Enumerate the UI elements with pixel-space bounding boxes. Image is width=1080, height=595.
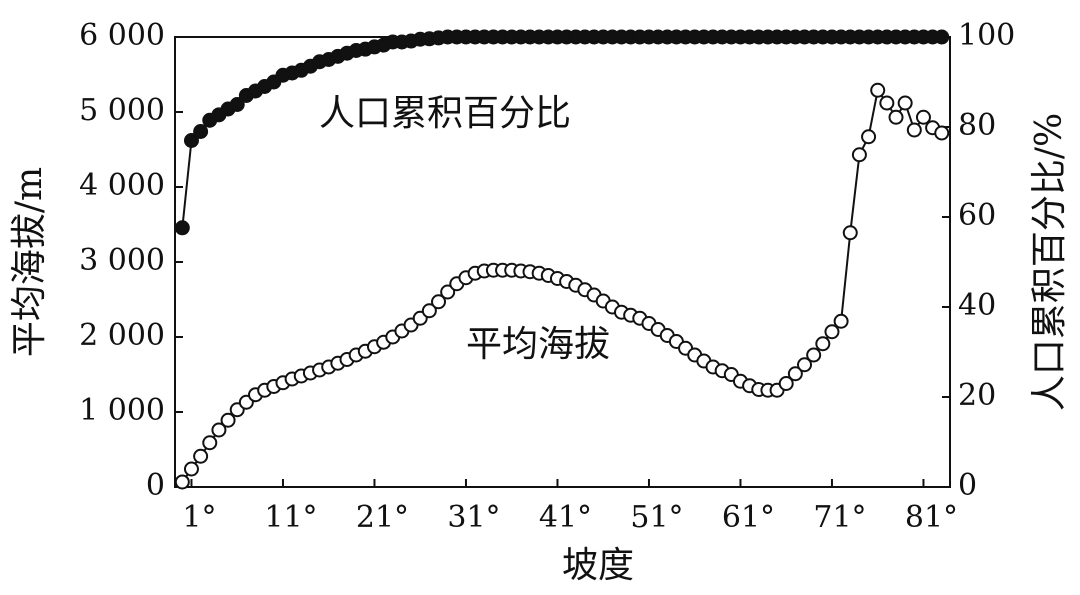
data-point bbox=[824, 324, 840, 340]
data-point bbox=[787, 366, 803, 382]
y2-tick-label: 80 bbox=[958, 108, 996, 143]
x-tick-label: 1° bbox=[182, 500, 216, 535]
data-point bbox=[183, 133, 199, 148]
data-point bbox=[915, 109, 931, 125]
data-point bbox=[934, 29, 950, 45]
data-point bbox=[778, 376, 794, 391]
series-annotation: 人口累积百分比 bbox=[319, 93, 571, 134]
y-tick-label: 3 000 bbox=[79, 243, 165, 278]
y-tick-label: 5 000 bbox=[79, 93, 165, 128]
data-point bbox=[806, 347, 822, 363]
data-point bbox=[431, 294, 447, 310]
y-axis-title: 平均海拔/m bbox=[9, 167, 50, 357]
x-tick-label: 11° bbox=[264, 500, 317, 535]
series-annotation: 平均海拔 bbox=[466, 324, 610, 365]
data-point bbox=[897, 95, 913, 111]
y2-tick-label: 100 bbox=[958, 18, 1015, 53]
data-point bbox=[906, 122, 922, 138]
data-point bbox=[879, 95, 895, 111]
y-tick-label: 2 000 bbox=[79, 318, 165, 353]
data-point bbox=[202, 435, 218, 451]
data-point bbox=[174, 474, 190, 490]
data-point bbox=[797, 357, 813, 373]
x-tick-label: 41° bbox=[539, 500, 592, 535]
x-axis-title: 坡度 bbox=[562, 545, 634, 586]
data-point bbox=[888, 109, 904, 125]
data-point bbox=[421, 303, 437, 319]
y2-tick-label: 0 bbox=[958, 468, 977, 503]
y-tick-label: 0 bbox=[146, 468, 165, 503]
data-point bbox=[815, 336, 831, 352]
y-tick-label: 4 000 bbox=[79, 168, 165, 203]
x-tick-label: 21° bbox=[356, 500, 409, 535]
y2-tick-label: 40 bbox=[958, 288, 996, 323]
data-point bbox=[833, 313, 849, 329]
x-tick-label: 61° bbox=[722, 500, 775, 535]
y2-axis-title: 人口累积百分比/% bbox=[1029, 113, 1070, 411]
data-point bbox=[193, 124, 209, 139]
data-point bbox=[870, 82, 886, 98]
data-point bbox=[220, 412, 236, 428]
x-tick-label: 81° bbox=[905, 500, 958, 535]
x-tick-label: 31° bbox=[447, 500, 500, 535]
data-point bbox=[934, 125, 950, 141]
data-point bbox=[851, 147, 867, 163]
x-tick-label: 71° bbox=[813, 500, 866, 535]
y-tick-label: 1 000 bbox=[79, 393, 165, 428]
data-point bbox=[211, 422, 227, 438]
y2-tick-label: 20 bbox=[958, 378, 996, 413]
data-point bbox=[183, 461, 199, 477]
data-point bbox=[842, 225, 858, 241]
y2-tick-label: 60 bbox=[958, 198, 996, 233]
data-point bbox=[174, 220, 190, 236]
data-point bbox=[229, 97, 245, 112]
data-point bbox=[440, 284, 456, 300]
y-tick-label: 6 000 bbox=[79, 18, 165, 53]
x-tick-label: 51° bbox=[630, 500, 683, 535]
data-point bbox=[193, 448, 209, 464]
data-point bbox=[861, 129, 877, 145]
